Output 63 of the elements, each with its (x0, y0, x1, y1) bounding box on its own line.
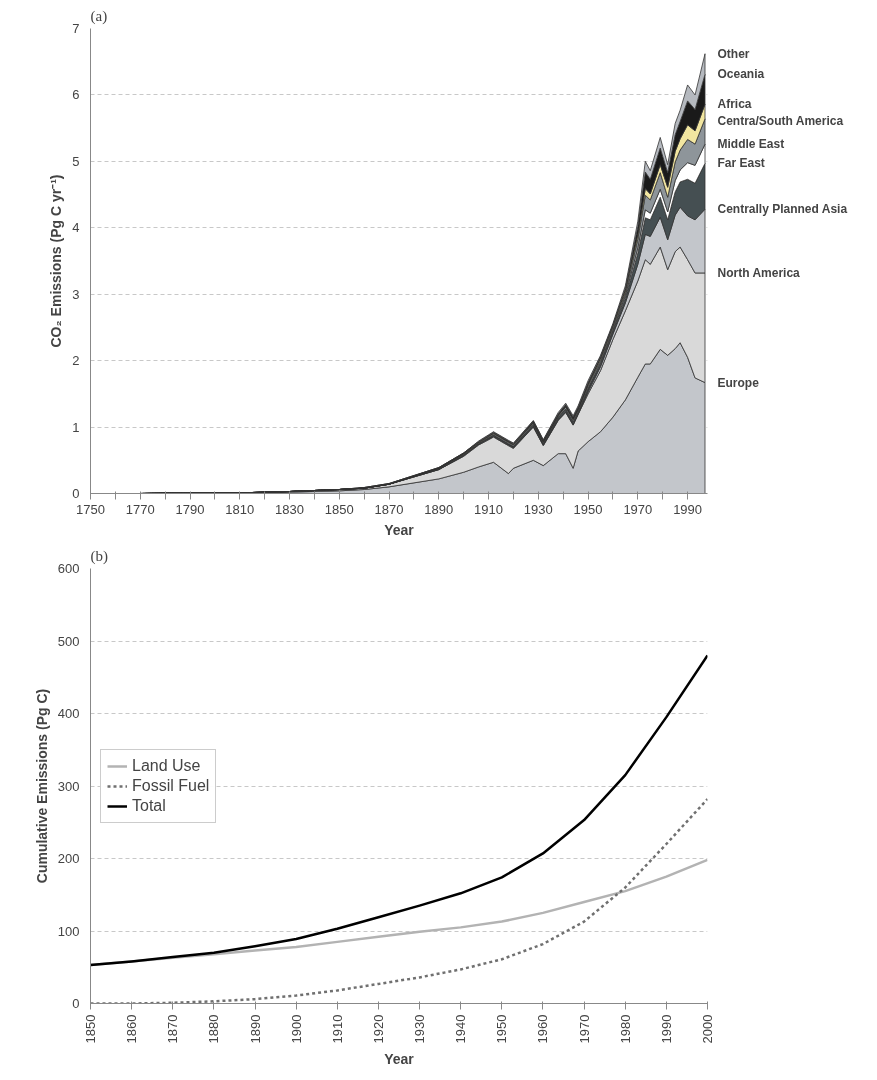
y-tick-label: 600 (57, 561, 80, 576)
x-tick-label: 1930 (412, 1014, 428, 1044)
legend-label: Total (132, 796, 166, 815)
x-tick-label: 2000 (700, 1014, 715, 1044)
x-tick-label: 1910 (474, 501, 504, 517)
x-tick-label: 1850 (324, 501, 354, 517)
series-label: Oceania (717, 67, 765, 82)
x-tick-label: 1870 (165, 1014, 181, 1044)
x-tick-label: 1890 (247, 1014, 263, 1044)
y-tick-label: 500 (57, 633, 80, 649)
x-tick-label: 1850 (83, 1014, 98, 1044)
x-tick-label: 1950 (494, 1014, 510, 1044)
y-tick-label: 7 (72, 21, 80, 36)
series-label: Africa (717, 97, 752, 112)
y-tick-label: 200 (57, 851, 80, 866)
x-tick-label: 1830 (275, 501, 304, 517)
x-tick-label: 1790 (175, 501, 205, 517)
legend-label: Land Use (132, 756, 201, 775)
x-tick-label: 1940 (453, 1014, 469, 1044)
x-tick-label: 1890 (424, 501, 454, 517)
x-tick-label: 1960 (535, 1014, 551, 1044)
y-tick-label: 100 (57, 923, 80, 939)
x-tick-label: 1950 (573, 501, 603, 517)
x-tick-label: 1980 (617, 1014, 633, 1044)
x-axis-title: Year (384, 1051, 415, 1068)
series-label: Other (717, 46, 750, 61)
y-axis-title: CO₂ Emissions (Pg C yr⁻¹) (48, 174, 65, 348)
x-tick-label: 1970 (623, 501, 653, 517)
x-tick-label: 1930 (523, 501, 553, 517)
x-axis-title: Year (384, 521, 415, 538)
x-tick-label: 1870 (374, 501, 404, 517)
series-label: Centra/South America (717, 113, 844, 128)
y-tick-label: 0 (72, 996, 80, 1011)
x-tick-label: 1970 (576, 1014, 592, 1044)
y-axis-title: Cumulative Emissions (Pg C) (33, 688, 50, 884)
chart-title: (a) (90, 7, 108, 25)
x-tick-label: 1750 (76, 501, 105, 517)
y-tick-label: 6 (72, 87, 80, 103)
series-label: Centrally Planned Asia (717, 202, 848, 217)
series-label: North America (717, 265, 801, 280)
x-tick-label: 1860 (124, 1014, 140, 1044)
series-label: Middle East (717, 137, 785, 152)
x-tick-label: 1770 (125, 501, 155, 517)
series-label: Far East (717, 156, 765, 171)
y-tick-label: 4 (72, 220, 80, 236)
series-label: Europe (717, 375, 760, 390)
y-tick-label: 0 (72, 486, 80, 501)
x-tick-label: 1880 (206, 1014, 222, 1044)
x-tick-label: 1990 (673, 501, 703, 517)
y-tick-label: 400 (57, 706, 80, 721)
y-tick-label: 2 (72, 353, 80, 369)
x-tick-label: 1810 (225, 501, 255, 517)
line-series (90, 654, 708, 967)
y-tick-label: 3 (72, 286, 80, 302)
y-tick-label: 5 (72, 153, 80, 169)
x-tick-label: 1910 (329, 1014, 345, 1044)
x-tick-label: 1990 (658, 1014, 674, 1044)
chart-title: (b) (90, 547, 108, 565)
y-tick-label: 300 (57, 778, 80, 794)
x-tick-label: 1920 (370, 1014, 386, 1044)
legend-label: Fossil Fuel (132, 776, 210, 795)
y-tick-label: 1 (72, 419, 80, 435)
x-tick-label: 1900 (288, 1014, 304, 1044)
